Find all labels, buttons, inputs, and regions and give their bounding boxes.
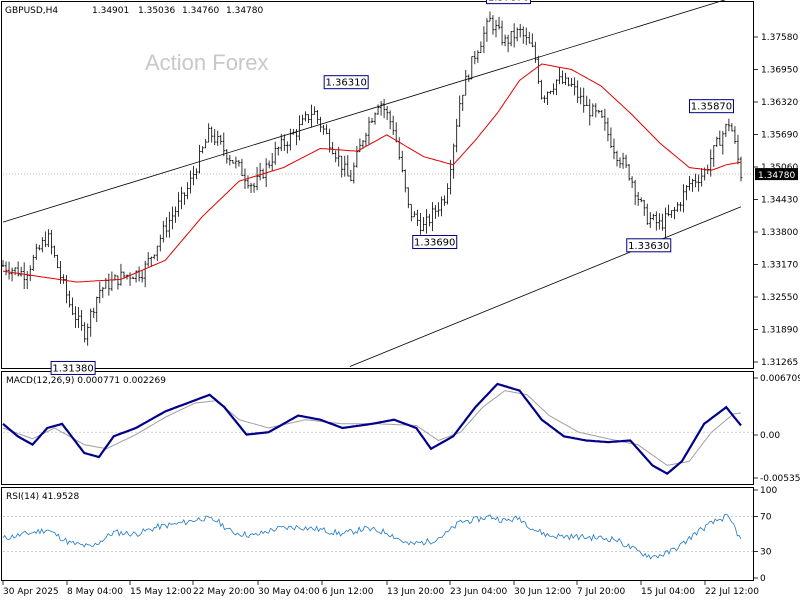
- price-panel-frame: [1, 1, 754, 369]
- rsi-panel-frame: [1, 487, 754, 581]
- current-price-box: [755, 168, 798, 181]
- price-layer: 1.31380 1.36310 1.33690 1.37870 1.33630 1.358…: [1, 0, 753, 375]
- macd-layer: [2, 382, 753, 476]
- callout-box: [626, 238, 672, 253]
- price-axis-label: 1.31265: [761, 358, 798, 368]
- price-callout: 1.33690: [412, 235, 458, 250]
- price-callout: 1.33630: [626, 238, 672, 253]
- high-value: 1.35036: [138, 6, 175, 16]
- callout-label: 1.35870: [691, 102, 732, 113]
- price-axis-label: 1.33800: [761, 228, 798, 238]
- macd-panel-frame: [1, 371, 754, 485]
- price-callout: 1.31380: [50, 360, 96, 375]
- rsi-axis-label: 70: [760, 512, 772, 522]
- symbol-label: GBPUSD,H4: [5, 6, 58, 16]
- time-axis-label: 15 May 12:00: [130, 587, 192, 597]
- price-axis-label: 1.35060: [761, 163, 798, 173]
- rsi-line: [2, 513, 742, 560]
- moving-average-line: [2, 63, 742, 283]
- time-axis-label: 22 May 20:00: [193, 587, 255, 597]
- price-callout: 1.36310: [323, 75, 369, 90]
- time-axis-label: 30 May 04:00: [258, 587, 320, 597]
- close-value: 1.34780: [226, 6, 263, 16]
- price-callout: 1.37870: [486, 0, 532, 5]
- callout-label: 1.31380: [52, 363, 93, 374]
- time-axis-label: 13 Jun 20:00: [387, 587, 444, 597]
- macd-axis-label: 0.006709: [760, 374, 800, 384]
- time-axis-label: 30 Jun 12:00: [514, 587, 571, 597]
- price-axis-label: 1.32550: [761, 293, 798, 303]
- time-axis-label: 30 Apr 2025: [3, 587, 59, 597]
- callout-box: [50, 360, 96, 375]
- price-axis-label: 1.35690: [761, 131, 798, 141]
- callout-label: 1.37870: [488, 0, 529, 4]
- trendline-lower-channel: [349, 206, 742, 367]
- rsi-axis-label: 0: [760, 574, 766, 584]
- watermark-text: Action Forex: [145, 50, 269, 75]
- time-axis-label: 23 Jun 04:00: [450, 587, 507, 597]
- price-axis-label: 1.31890: [761, 326, 798, 336]
- macd-label: MACD(12,26,9) 0.000771 0.002269: [6, 376, 166, 386]
- callout-box: [323, 75, 369, 90]
- price-axis-label: 1.36950: [761, 66, 798, 76]
- time-axis-label: 8 May 04:00: [67, 587, 123, 597]
- time-axis-label: 7 Jul 20:00: [577, 587, 626, 597]
- rsi-layer: [2, 513, 753, 560]
- low-value: 1.34760: [182, 6, 219, 16]
- rsi-axis-label: 30: [760, 548, 772, 558]
- rsi-axis-label: 100: [760, 486, 777, 496]
- time-axis-label: 22 Jul 12:00: [705, 587, 759, 597]
- callout-box: [486, 0, 532, 5]
- open-value: 1.34901: [92, 6, 129, 16]
- price-axis-label: 1.36320: [761, 98, 798, 108]
- macd-axis-label: -0.00535: [760, 474, 800, 484]
- rsi-label: RSI(14) 41.9528: [6, 492, 79, 502]
- time-axis-label: 15 Jul 04:00: [641, 587, 695, 597]
- callout-box: [412, 235, 458, 250]
- macd-axis-label: 0.00: [760, 431, 780, 441]
- price-callout: 1.35870: [688, 99, 734, 114]
- callout-label: 1.33690: [414, 238, 455, 249]
- price-axis-label: 1.33170: [761, 261, 798, 271]
- callout-label: 1.33630: [628, 241, 669, 252]
- axis-layer: 1.37580 1.36950 1.36320 1.35690 1.35060 1.344…: [2, 33, 800, 597]
- current-price-label: 1.34780: [758, 171, 795, 181]
- macd-line: [2, 382, 742, 476]
- callout-label: 1.36310: [325, 78, 366, 89]
- trendline-upper-channel: [2, 0, 726, 223]
- price-axis-label: 1.34430: [761, 196, 798, 206]
- price-axis-label: 1.37580: [761, 33, 798, 43]
- time-axis-label: 6 Jun 12:00: [322, 587, 374, 597]
- callout-box: [688, 99, 734, 114]
